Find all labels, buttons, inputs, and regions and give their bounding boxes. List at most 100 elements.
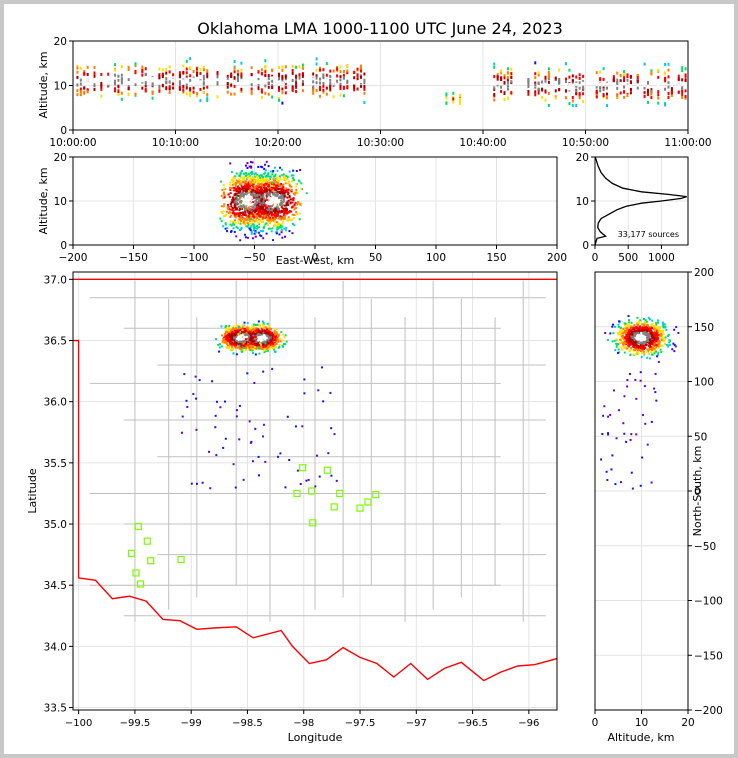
time-height-source — [356, 67, 359, 71]
east-west-source — [232, 186, 235, 189]
east-west-source — [271, 239, 274, 242]
north-south-source — [657, 319, 660, 322]
plan-view-source — [233, 337, 236, 340]
plan-view-source — [315, 454, 318, 457]
time-height-source — [506, 76, 509, 80]
east-west-source — [283, 214, 286, 217]
east-west-source — [229, 181, 232, 184]
plan-view-source — [247, 342, 250, 345]
plan-view-source — [215, 338, 218, 341]
time-height-source — [161, 73, 164, 77]
east-west-source — [289, 198, 292, 201]
plan-view-source — [242, 349, 245, 352]
time-height-source — [202, 81, 205, 85]
east-west-source — [238, 213, 241, 216]
east-west-source — [260, 176, 263, 179]
east-west-source — [278, 175, 281, 178]
east-west-source — [267, 204, 270, 207]
east-west-source — [259, 189, 262, 192]
time-height-source — [144, 76, 147, 80]
east-west-source — [258, 219, 261, 222]
east-west-source — [261, 177, 264, 180]
east-west-source — [242, 194, 245, 197]
time-height-source — [677, 74, 680, 78]
east-west-source — [247, 182, 250, 185]
time-height-source — [360, 75, 362, 79]
plan-view-source — [252, 325, 255, 328]
east-west-source — [250, 225, 253, 228]
time-height-source — [541, 83, 544, 87]
east-west-source — [267, 184, 270, 187]
east-west-source — [243, 207, 246, 210]
east-west-source — [291, 213, 294, 216]
time-height-source — [667, 95, 670, 99]
plan-view-source — [230, 333, 233, 336]
plan-view-source — [258, 340, 261, 343]
plan-view-source — [262, 321, 265, 324]
east-west-source — [251, 237, 254, 240]
east-west-source — [266, 205, 269, 208]
north-south-source — [660, 329, 663, 332]
east-west-source — [258, 202, 261, 205]
time-height-source — [684, 79, 687, 83]
plan-view-source — [307, 478, 310, 481]
east-west-source — [260, 183, 263, 186]
east-west-source — [264, 182, 267, 185]
time-height-source — [670, 83, 673, 87]
plan-view-source — [195, 428, 198, 431]
plan-view-source — [247, 326, 250, 329]
plan-view-source — [227, 344, 230, 347]
time-height-source — [664, 76, 667, 80]
east-west-source — [275, 205, 278, 208]
time-height-source — [602, 88, 605, 92]
plan-view-source — [223, 337, 226, 340]
time-height-axes: 10:00:00 10:10:00 10:20:00 10:30:00 10:40:00… — [49, 36, 711, 149]
plan-view-source — [266, 322, 269, 325]
east-west-source — [230, 205, 233, 208]
time-height-source — [141, 70, 144, 74]
east-west-source — [243, 181, 246, 184]
east-west-source — [248, 210, 251, 213]
plan-view-source — [259, 338, 262, 341]
time-height-source — [541, 88, 544, 92]
time-height-source — [182, 88, 185, 92]
east-west-source — [294, 207, 297, 210]
plan-view-source — [249, 348, 252, 351]
plan-view-source — [259, 340, 262, 343]
plan-view-source — [271, 345, 274, 348]
north-south-source — [657, 333, 660, 336]
time-height-source — [619, 79, 622, 83]
east-west-source — [233, 214, 236, 217]
time-height-source — [623, 90, 626, 94]
north-south-source — [657, 346, 660, 349]
east-west-source — [285, 209, 288, 212]
time-height-source — [189, 91, 192, 95]
time-height-source — [189, 66, 192, 70]
east-west-source — [239, 192, 242, 195]
east-west-source — [282, 175, 285, 178]
east-west-source — [267, 227, 270, 230]
east-west-source — [277, 217, 280, 220]
time-height-source — [643, 83, 646, 87]
east-west-source — [240, 183, 243, 186]
plan-view-source — [257, 474, 260, 477]
plan-view-source — [264, 339, 267, 342]
plan-view-source — [224, 327, 227, 330]
east-west-source — [234, 213, 237, 216]
time-height-source — [582, 80, 585, 84]
time-height-source — [346, 80, 349, 84]
time-height-source — [332, 80, 335, 84]
time-height-source — [537, 91, 540, 95]
north-south-source — [650, 331, 653, 334]
time-height-source — [493, 92, 496, 96]
east-west-source — [276, 222, 279, 225]
time-height-source — [363, 85, 366, 89]
east-west-source — [265, 178, 268, 181]
east-west-source — [239, 228, 242, 231]
east-west-source — [257, 210, 260, 213]
plan-view-source — [275, 332, 278, 335]
east-west-source — [253, 211, 256, 214]
east-west-source — [298, 212, 301, 215]
time-height-source — [250, 72, 253, 76]
plan-view-source — [261, 330, 264, 333]
